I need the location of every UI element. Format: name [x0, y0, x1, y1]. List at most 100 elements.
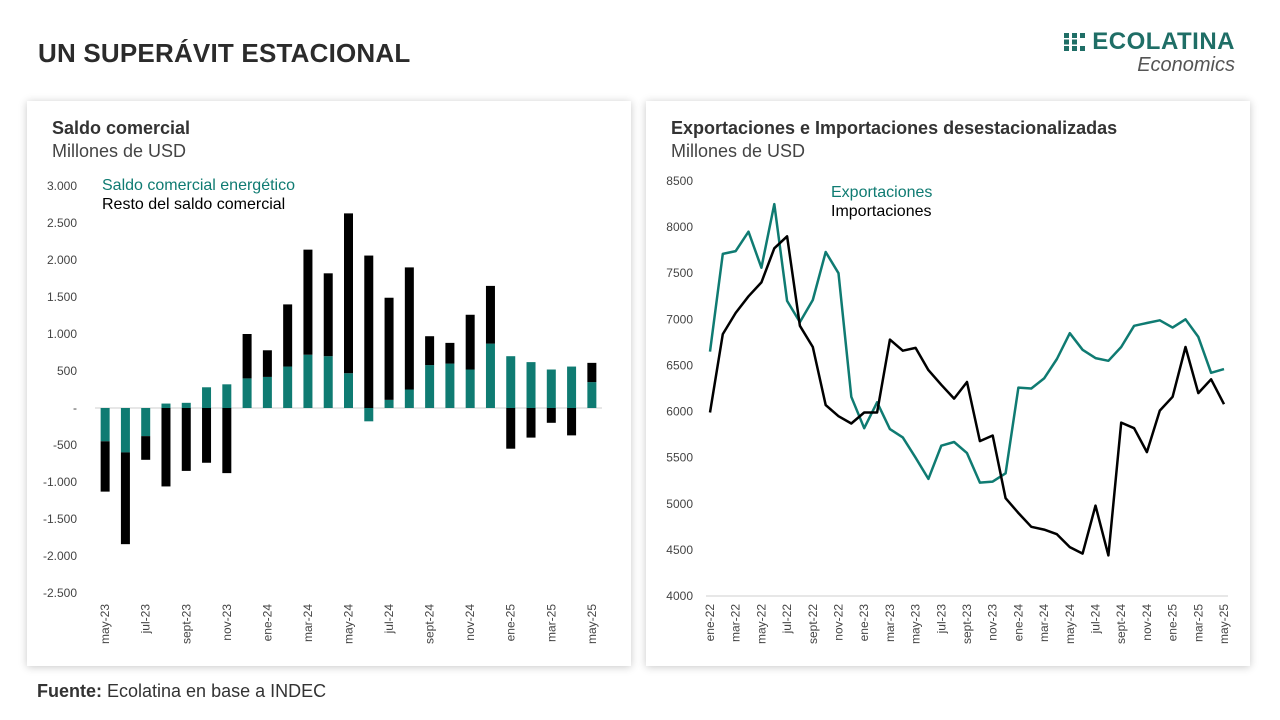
bar-energetico — [141, 408, 151, 437]
legend-entry-resto: Resto del saldo comercial — [102, 196, 286, 213]
y-tick-label: 8500 — [666, 174, 693, 188]
x-tick-label: mar-24 — [301, 604, 315, 642]
bar-resto — [323, 273, 333, 357]
bar-resto — [506, 408, 516, 449]
line-chart-title: Exportaciones e Importaciones desestacio… — [671, 118, 1118, 138]
bar-energetico — [202, 387, 212, 408]
bar-energetico — [100, 408, 110, 442]
bar-resto — [344, 213, 353, 374]
y-tick-label: 5500 — [666, 451, 693, 465]
bar-chart-subtitle: Millones de USD — [52, 141, 187, 161]
y-tick-label: -1.000 — [43, 475, 77, 489]
y-tick-label: -500 — [53, 438, 77, 452]
bar-energetico — [445, 363, 455, 408]
y-tick-label: -1.500 — [43, 512, 77, 526]
y-tick-label: - — [73, 401, 77, 415]
bar-energetico — [404, 389, 414, 408]
bar-resto — [181, 408, 191, 471]
bar-energetico — [181, 402, 191, 408]
bar-energetico — [242, 378, 252, 408]
bar-energetico — [323, 356, 333, 408]
line-chart-plot: 8500 8000 7500 7000 6500 6000 5500 5000 4500 4000… — [666, 174, 1231, 644]
bar-energetico — [283, 366, 293, 408]
y-tick-label: 2.000 — [47, 253, 77, 267]
x-tick-label: nov-22 — [832, 604, 846, 641]
y-tick-label: 3.000 — [47, 179, 77, 193]
bar-resto — [465, 314, 475, 370]
bar-energetico — [262, 376, 272, 408]
x-tick-label: ene-23 — [857, 604, 871, 642]
bar-resto — [100, 441, 110, 492]
x-tick-label: jul-23 — [139, 604, 153, 635]
x-tick-label: nov-24 — [1140, 604, 1154, 641]
bar-chart-card: Saldo comercial Millones de USD 3.000 2.5… — [27, 101, 631, 666]
series-line-importaciones — [708, 235, 1226, 557]
y-tick-label: 1.500 — [47, 290, 77, 304]
bar-energetico — [465, 369, 475, 408]
x-tick-label: mar-22 — [729, 604, 743, 642]
bar-energetico — [344, 373, 353, 408]
bar-energetico — [303, 354, 313, 408]
brand-name: ECOLATINA — [1092, 28, 1235, 55]
grid-logo-icon — [1064, 33, 1086, 51]
x-tick-label: may-23 — [909, 604, 923, 644]
bar-chart-legend: Saldo comercial energético Resto del sal… — [102, 176, 295, 214]
bar-resto — [262, 350, 272, 377]
bar-resto — [404, 267, 414, 390]
x-tick-label: jul-22 — [780, 604, 794, 635]
bar-resto — [567, 408, 577, 436]
line-chart-legend: Exportaciones Importaciones — [831, 183, 932, 221]
x-tick-label: nov-23 — [986, 604, 1000, 641]
y-tick-label: 7500 — [666, 266, 693, 280]
bar-energetico — [384, 399, 394, 408]
x-tick-label: may-23 — [98, 604, 112, 644]
x-tick-label: may-24 — [1063, 604, 1077, 644]
source-text: Ecolatina en base a INDEC — [102, 681, 327, 701]
y-tick-label: 4000 — [666, 589, 693, 603]
bar-resto — [242, 334, 252, 379]
bar-energetico — [364, 408, 374, 422]
bar-energetico — [546, 369, 556, 408]
y-tick-label: 6000 — [666, 405, 693, 419]
x-tick-label: may-25 — [1217, 604, 1231, 644]
x-tick-label: mar-23 — [883, 604, 897, 642]
y-tick-label: 1.000 — [47, 327, 77, 341]
x-tick-label: jul-24 — [1089, 604, 1103, 635]
bar-resto — [222, 408, 232, 474]
bar-resto — [445, 342, 455, 364]
x-tick-label: sept-23 — [179, 604, 193, 644]
line-chart-subtitle: Millones de USD — [671, 141, 806, 161]
bar-energetico — [425, 365, 435, 408]
bar-resto — [141, 436, 151, 460]
bar-energetico — [506, 356, 516, 408]
y-tick-label: 2.500 — [47, 216, 77, 230]
bar-energetico — [120, 408, 130, 453]
bar-energetico — [567, 366, 577, 408]
x-tick-label: jul-23 — [934, 604, 948, 635]
x-tick-label: ene-24 — [1011, 604, 1025, 642]
y-tick-label: 500 — [57, 364, 77, 378]
y-tick-label: -2.500 — [43, 586, 77, 600]
bar-resto — [283, 304, 293, 367]
bar-resto — [384, 297, 394, 400]
bar-energetico — [222, 384, 232, 408]
x-tick-label: nov-23 — [220, 604, 234, 641]
x-tick-label: mar-24 — [1037, 604, 1051, 642]
x-tick-label: ene-25 — [504, 604, 518, 642]
bar-energetico — [161, 403, 171, 408]
y-tick-label: 7000 — [666, 312, 693, 326]
x-tick-label: may-22 — [754, 604, 768, 644]
x-tick-label: sept-22 — [806, 604, 820, 644]
x-tick-label: jul-24 — [382, 604, 396, 635]
y-tick-label: -2.000 — [43, 549, 77, 563]
bar-resto — [161, 408, 171, 487]
brand-subtitle: Economics — [1137, 54, 1235, 76]
bar-resto — [202, 408, 212, 463]
x-tick-label: may-24 — [342, 604, 356, 644]
bar-energetico — [587, 382, 597, 408]
bar-resto — [303, 249, 313, 355]
bar-resto — [485, 285, 495, 344]
brand-logo: ECOLATINA Economics — [1064, 28, 1235, 77]
x-tick-label: sept-23 — [960, 604, 974, 644]
source-note: Fuente: Ecolatina en base a INDEC — [37, 681, 326, 702]
